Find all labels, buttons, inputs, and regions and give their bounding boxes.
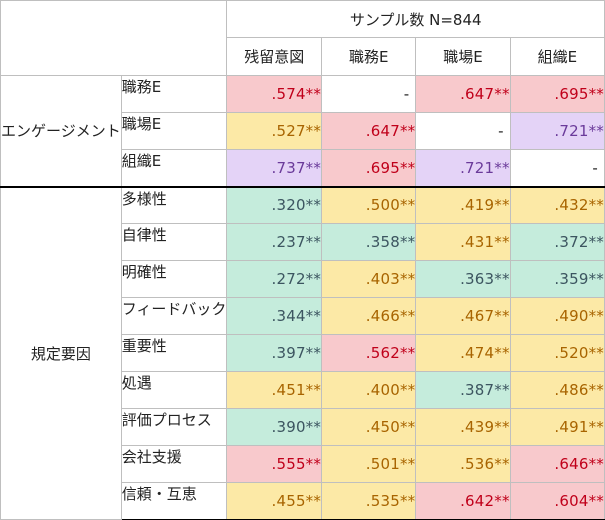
row-label: 重要性 <box>120 334 228 372</box>
cell-retention: .344** <box>226 297 323 335</box>
cell-workplace-e: .467** <box>415 297 511 335</box>
cell-job-e: .400** <box>321 371 417 409</box>
row-label: 信頼・互恵 <box>120 482 228 520</box>
column-header-retention: 残留意図 <box>226 37 323 76</box>
cell-org-e: .491** <box>509 408 605 446</box>
sample-size-header: サンプル数 N=844 <box>226 0 605 38</box>
cell-job-e: .500** <box>321 185 417 224</box>
cell-org-e: .520** <box>509 334 605 372</box>
cell-workplace-e: .647** <box>415 75 511 113</box>
cell-retention: .737** <box>226 149 323 187</box>
table-row: 明確性 .272** .403** .363** .359** <box>1 260 605 298</box>
cell-workplace-e: .431** <box>415 223 511 261</box>
table-row: 規定要因 多様性 .320** .500** .419** .432** <box>0 185 605 520</box>
table-row: 処遇 .451** .400** .387** .486** <box>1 371 605 409</box>
column-header-org-e: 組織E <box>509 37 605 76</box>
row-label: 多様性 <box>120 185 228 224</box>
cell-retention: .390** <box>226 408 323 446</box>
cell-org-e: .359** <box>509 260 605 298</box>
group-label-engagement: エンゲージメント <box>0 75 122 187</box>
row-label: 処遇 <box>120 371 228 409</box>
cell-retention: .455** <box>226 482 323 520</box>
cell-org-e: .490** <box>509 297 605 335</box>
row-label: フィードバック <box>120 297 228 335</box>
row-label: 自律性 <box>120 223 228 261</box>
cell-retention: .451** <box>226 371 323 409</box>
cell-job-e: .562** <box>321 334 417 372</box>
cell-job-e: .647** <box>321 112 417 150</box>
cell-workplace-e: .419** <box>415 185 511 224</box>
cell-retention: .397** <box>226 334 323 372</box>
cell-org-e: .372** <box>509 223 605 261</box>
cell-retention: .272** <box>226 260 323 298</box>
cell-org-e: .432** <box>509 185 605 224</box>
cell-job-e: .501** <box>321 445 417 483</box>
table-row: 評価プロセス .390** .450** .439** .491** <box>1 408 605 446</box>
cell-job-e: .358** <box>321 223 417 261</box>
cell-workplace-e: .536** <box>415 445 511 483</box>
corner-cell <box>0 0 228 76</box>
table-row: 会社支援 .555** .501** .536** .646** <box>1 445 605 483</box>
table-row: 重要性 .397** .562** .474** .520** <box>1 334 605 372</box>
row-label: 組織E <box>120 149 228 187</box>
row-label: 会社支援 <box>120 445 228 483</box>
cell-retention: .574** <box>226 75 323 113</box>
cell-job-e: .403** <box>321 260 417 298</box>
table-row: 自律性 .237** .358** .431** .372** <box>1 223 605 261</box>
table-row: フィードバック .344** .466** .467** .490** <box>1 297 605 335</box>
cell-job-e: .695** <box>321 149 417 187</box>
table-row: エンゲージメント 職務E .574** - .647** .695** <box>0 75 605 187</box>
cell-job-e: .466** <box>321 297 417 335</box>
cell-org-e: .486** <box>509 371 605 409</box>
cell-workplace-e: .363** <box>415 260 511 298</box>
row-label: 評価プロセス <box>120 408 228 446</box>
cell-workplace-e: - <box>415 112 511 150</box>
header-row-sample: サンプル数 N=844 <box>0 0 605 76</box>
row-label: 明確性 <box>120 260 228 298</box>
cell-retention: .237** <box>226 223 323 261</box>
row-label: 職務E <box>120 75 228 113</box>
cell-org-e: .695** <box>509 75 605 113</box>
cell-retention: .320** <box>226 185 323 224</box>
table-row: 信頼・互恵 .455** .535** .642** .604** <box>1 482 605 520</box>
cell-workplace-e: .474** <box>415 334 511 372</box>
cell-workplace-e: .387** <box>415 371 511 409</box>
cell-org-e: .646** <box>509 445 605 483</box>
cell-workplace-e: .721** <box>415 149 511 187</box>
cell-retention: .527** <box>226 112 323 150</box>
cell-workplace-e: .439** <box>415 408 511 446</box>
cell-workplace-e: .642** <box>415 482 511 520</box>
header-row-columns: 残留意図 職務E 職場E 組織E <box>1 37 605 76</box>
cell-org-e: .721** <box>509 112 605 150</box>
cell-org-e: - <box>509 149 605 187</box>
cell-org-e: .604** <box>509 482 605 520</box>
group-label-determinants: 規定要因 <box>0 185 122 520</box>
cell-job-e: - <box>321 75 417 113</box>
cell-job-e: .535** <box>321 482 417 520</box>
cell-retention: .555** <box>226 445 323 483</box>
row-label: 職場E <box>120 112 228 150</box>
cell-job-e: .450** <box>321 408 417 446</box>
column-header-job-e: 職務E <box>321 37 417 76</box>
table-row: 職場E .527** .647** - .721** <box>1 112 605 150</box>
column-header-workplace-e: 職場E <box>415 37 511 76</box>
